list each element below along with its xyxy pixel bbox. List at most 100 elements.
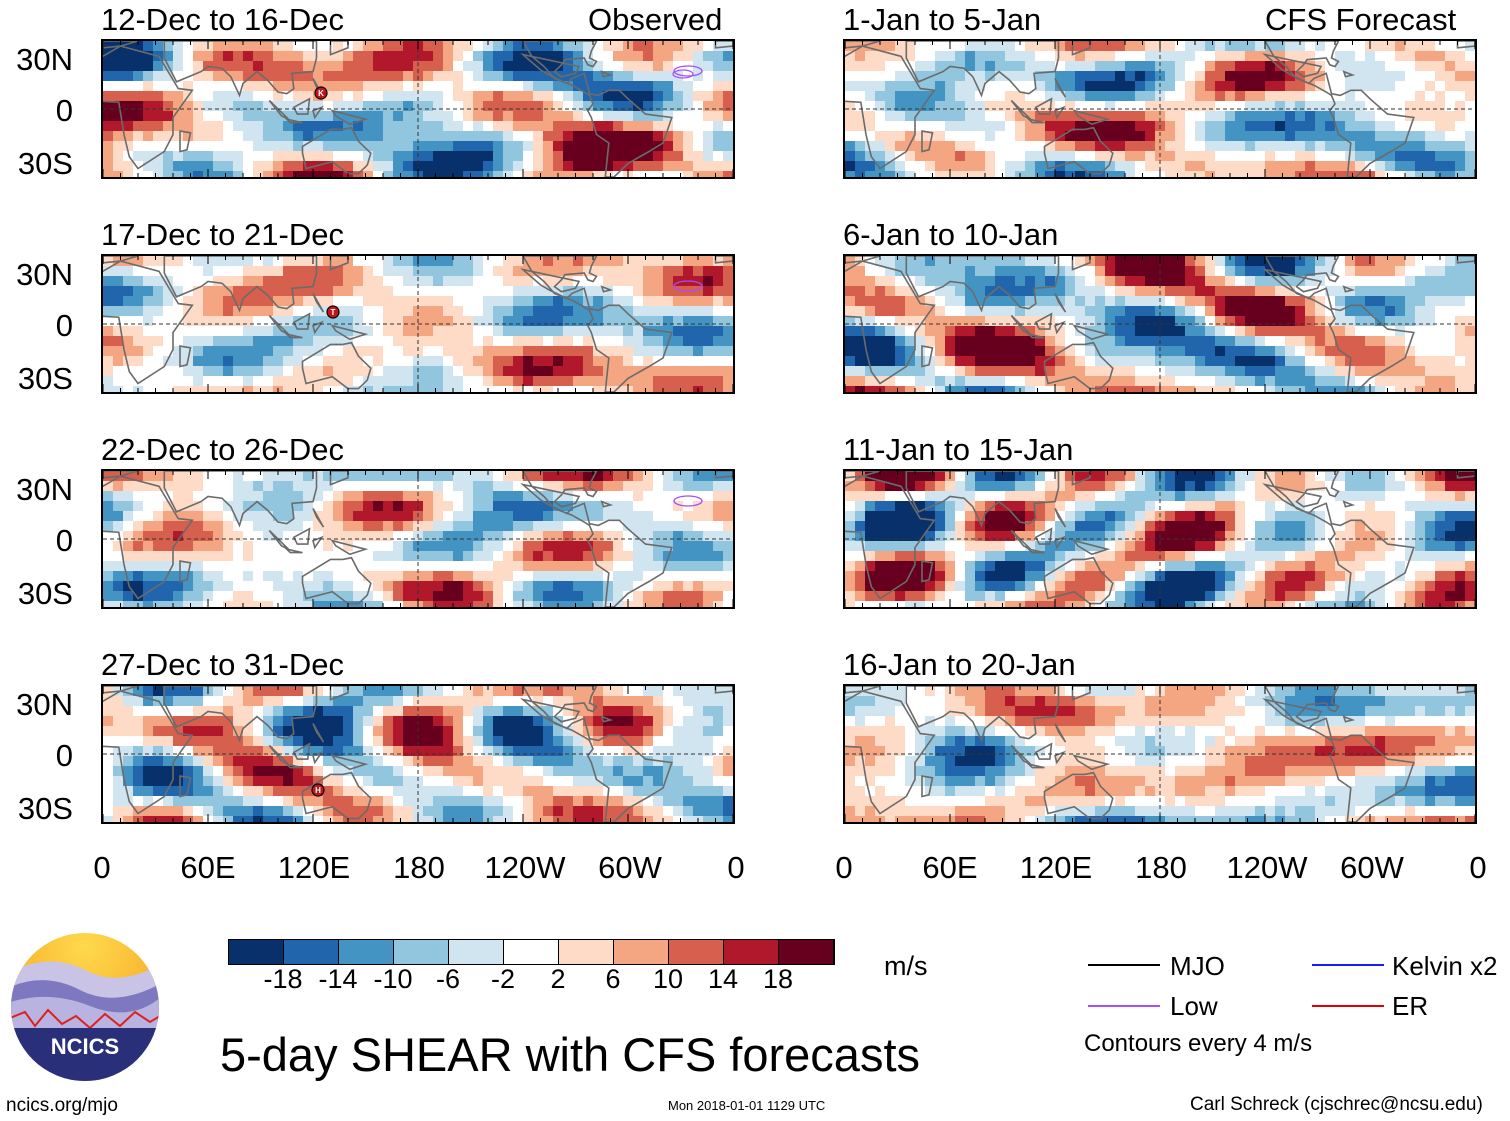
shear-cell (703, 266, 714, 277)
shear-cell (1255, 41, 1266, 52)
shear-cell (573, 581, 584, 592)
shear-cell (593, 386, 604, 392)
shear-cell (243, 141, 254, 152)
shear-cell (593, 816, 604, 822)
shear-cell (1095, 151, 1106, 162)
shear-cell (995, 141, 1006, 152)
shear-cell (303, 386, 314, 392)
coastline (103, 260, 194, 385)
shear-cell (313, 696, 324, 707)
shear-cell (383, 316, 394, 327)
shear-cell (673, 376, 684, 387)
shear-cell (1285, 151, 1296, 162)
shear-cell (213, 471, 224, 482)
shear-cell (503, 591, 514, 602)
shear-cell (133, 61, 144, 72)
shear-cell (373, 296, 384, 307)
shear-cell (905, 266, 916, 277)
shear-cell (433, 726, 444, 737)
shear-cell (203, 716, 214, 727)
shear-cell (353, 286, 364, 297)
shear-cell (1395, 161, 1406, 172)
shear-cell (453, 601, 464, 607)
shear-cell (945, 266, 956, 277)
shear-cell (1105, 81, 1116, 92)
shear-cell (423, 131, 434, 142)
shear-cell (533, 131, 544, 142)
shear-cell (1115, 256, 1126, 267)
shear-cell (673, 346, 684, 357)
shear-cell (1085, 131, 1096, 142)
observed-label: Observed (588, 2, 723, 37)
shear-cell (343, 61, 354, 72)
shear-cell (403, 386, 414, 392)
shear-cell (493, 346, 504, 357)
shear-cell (1245, 61, 1256, 72)
shear-cell (433, 336, 444, 347)
shear-cell (503, 41, 514, 52)
shear-cell (633, 81, 644, 92)
shear-cell (603, 276, 614, 287)
shear-cell (233, 266, 244, 277)
shear-cell (1315, 51, 1326, 62)
shear-cell (103, 571, 114, 582)
shear-cell (573, 786, 584, 797)
shear-cell (643, 796, 654, 807)
shear-cell (443, 306, 454, 317)
shear-cell (523, 786, 534, 797)
shear-cell (113, 766, 124, 777)
shear-cell (293, 386, 304, 392)
shear-cell (703, 591, 714, 602)
shear-cell (1405, 161, 1416, 172)
shear-cell (563, 141, 574, 152)
shear-cell (493, 326, 504, 337)
shear-cell (213, 41, 224, 52)
shear-cell (373, 131, 384, 142)
shear-cell (393, 686, 404, 697)
shear-cell (945, 131, 956, 142)
shear-cell (333, 511, 344, 522)
shear-cell (223, 806, 234, 817)
shear-cell (523, 746, 534, 757)
shear-cell (543, 101, 554, 112)
shear-cell (1305, 111, 1316, 122)
shear-cell (223, 531, 234, 542)
shear-cell (223, 51, 234, 62)
shear-cell (173, 266, 184, 277)
shear-cell (885, 71, 896, 82)
shear-cell (273, 511, 284, 522)
coastline (301, 556, 372, 605)
shear-cell (143, 151, 154, 162)
shear-cell (915, 161, 926, 172)
shear-cell (1075, 256, 1086, 267)
shear-cell (453, 521, 464, 532)
shear-cell (353, 296, 364, 307)
shear-cell (403, 161, 414, 172)
shear-cell (283, 41, 294, 52)
shear-cell (1025, 141, 1036, 152)
shear-cell (433, 326, 444, 337)
shear-cell (683, 511, 694, 522)
shear-cell (143, 716, 154, 727)
shear-cell (985, 151, 996, 162)
shear-cell (473, 111, 484, 122)
shear-cell (703, 306, 714, 317)
coastline (1010, 99, 1032, 120)
shear-cell (373, 766, 384, 777)
shear-cell (453, 366, 464, 377)
shear-cell (643, 151, 654, 162)
shear-cell (543, 491, 554, 502)
shear-cell (855, 151, 866, 162)
shear-cell (113, 561, 124, 572)
shear-cell (663, 806, 674, 817)
shear-cell (523, 601, 534, 607)
shear-cell (523, 531, 534, 542)
shear-cell (463, 131, 474, 142)
shear-cell (885, 61, 896, 72)
shear-cell (1045, 81, 1056, 92)
shear-cell (673, 161, 684, 172)
shear-cell (183, 121, 194, 132)
shear-cell (143, 581, 154, 592)
shear-cell (183, 61, 194, 72)
shear-cell (373, 71, 384, 82)
